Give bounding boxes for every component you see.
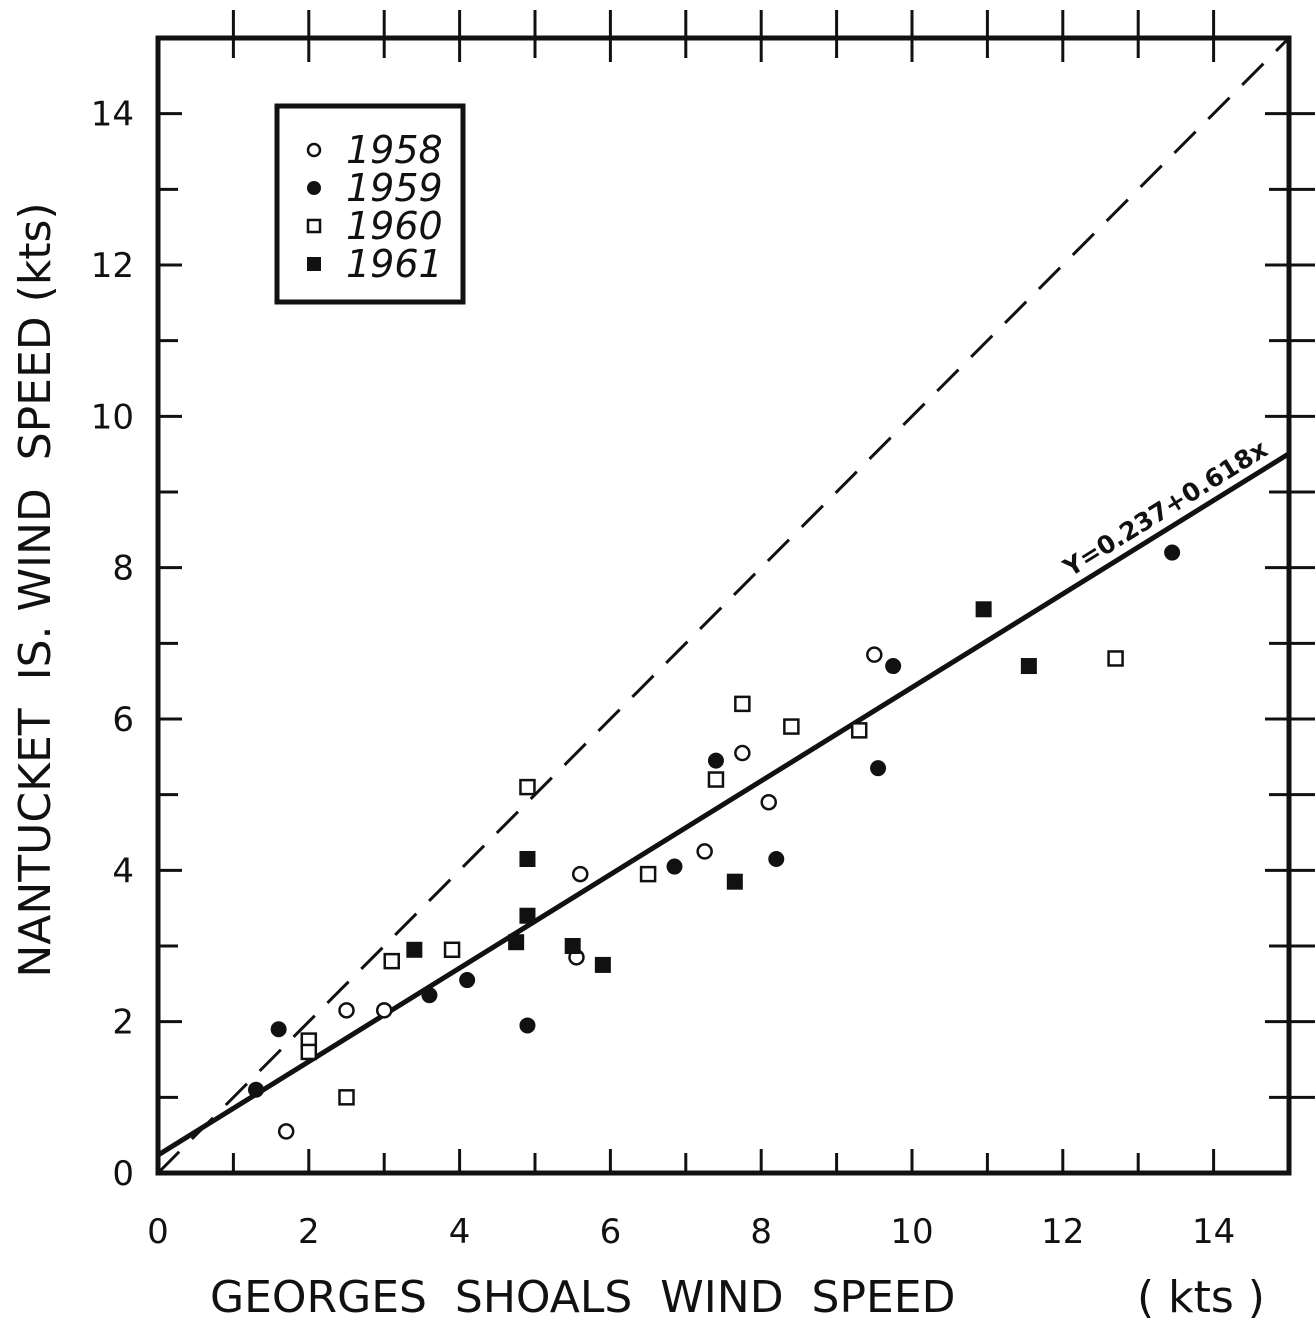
- plot-frame: [155, 35, 1292, 1176]
- regression-line: [156, 451, 1291, 1158]
- reference-line: [156, 36, 1291, 1175]
- legend-label-1961: 1961: [346, 242, 443, 286]
- point-1960: [338, 1089, 355, 1106]
- legend-marker-1961: [307, 257, 321, 271]
- legend-box: [274, 103, 466, 305]
- y-tick-label: 14: [91, 95, 134, 135]
- legend-label-1959: 1959: [346, 166, 443, 210]
- point-1958: [338, 1002, 355, 1019]
- y-tick-label: 10: [91, 397, 134, 437]
- point-1959: [870, 760, 887, 777]
- x-tick-label: 10: [890, 1212, 933, 1252]
- y-tick-labels: 0 2 4 6 8 10 12 14: [91, 95, 134, 1194]
- point-1959: [666, 858, 683, 875]
- x-tick-label: 2: [298, 1212, 320, 1252]
- chart-lines: [156, 36, 1291, 1175]
- point-1959: [270, 1021, 287, 1038]
- point-1961: [406, 941, 423, 958]
- y-tick-label: 6: [112, 700, 134, 740]
- point-1961: [975, 601, 992, 618]
- point-1960: [383, 952, 400, 970]
- legend-marker-1960: [306, 218, 322, 234]
- point-1959: [707, 752, 724, 769]
- point-1958: [375, 1002, 393, 1019]
- point-1958: [277, 1123, 295, 1140]
- point-1959: [1164, 544, 1181, 561]
- point-1959: [421, 987, 438, 1004]
- point-1961: [519, 850, 536, 867]
- legend-label-1960: 1960: [346, 204, 443, 248]
- x-tick-label: 14: [1192, 1212, 1235, 1252]
- y-tick-label: 8: [112, 549, 134, 589]
- point-1961: [1020, 658, 1037, 675]
- point-1960: [300, 1043, 318, 1061]
- point-1960: [707, 771, 725, 788]
- legend-label-1958: 1958: [346, 128, 443, 172]
- x-tick-label: 6: [600, 1212, 622, 1252]
- y-tick-label: 2: [112, 1003, 134, 1043]
- point-1958: [734, 744, 751, 762]
- axis-ticks: [158, 10, 1315, 1173]
- x-tick-label: 4: [449, 1212, 471, 1252]
- x-tick-label: 0: [147, 1212, 169, 1252]
- y-tick-label: 12: [91, 246, 134, 286]
- point-1961: [564, 938, 581, 954]
- point-1960: [1107, 650, 1124, 667]
- x-axis-label: GEORGES SHOALS WIND SPEED: [210, 1272, 956, 1323]
- x-axis-unit: ( kts ): [1137, 1272, 1265, 1323]
- y-tick-label: 4: [112, 851, 134, 891]
- point-1960: [639, 865, 657, 883]
- x-tick-labels: 0 2 4 6 8 10 12 14: [147, 1212, 1235, 1252]
- point-1958: [866, 646, 883, 663]
- point-1959: [768, 850, 785, 867]
- data-points: [248, 544, 1181, 1140]
- point-1960: [443, 941, 461, 959]
- point-1961: [508, 934, 525, 951]
- point-1959: [248, 1081, 265, 1098]
- point-1959: [459, 972, 476, 989]
- regression-label: Y=0.237+0.618x: [1057, 434, 1272, 583]
- x-tick-label: 12: [1041, 1212, 1084, 1252]
- legend-marker-1958: [306, 142, 322, 158]
- y-tick-label: 0: [112, 1154, 134, 1194]
- point-1960: [850, 722, 868, 739]
- y-axis-label: NANTUCKET IS. WIND SPEED (kts): [10, 202, 61, 977]
- point-1961: [726, 873, 743, 890]
- x-tick-label: 8: [750, 1212, 772, 1252]
- point-1958: [571, 865, 589, 883]
- point-1959: [519, 1017, 536, 1034]
- point-1961: [594, 956, 611, 973]
- legend-marker-1959: [307, 181, 321, 195]
- point-1958: [696, 843, 713, 860]
- point-1960: [734, 695, 751, 713]
- point-1958: [760, 793, 777, 811]
- point-1960: [783, 718, 800, 735]
- point-1960: [519, 778, 536, 796]
- point-1961: [519, 907, 536, 924]
- point-1959: [885, 658, 902, 675]
